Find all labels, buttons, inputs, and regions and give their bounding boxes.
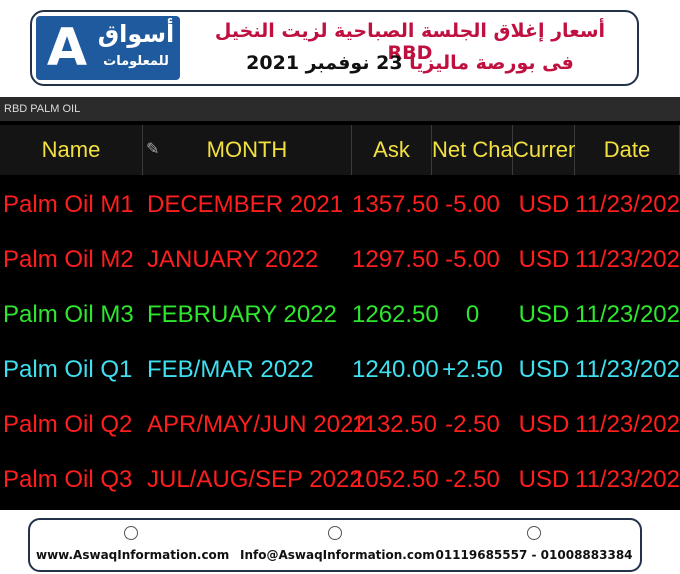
table-cell: JANUARY 2022 bbox=[147, 246, 319, 273]
subtitle: فى بورصة ماليزيا 23 نوفمبر 2021 bbox=[190, 52, 630, 74]
table-cell: USD bbox=[518, 411, 570, 438]
table-cell: 1357.50 bbox=[352, 191, 439, 218]
pencil-icon: ✎ bbox=[146, 141, 160, 158]
header-row: Name MONTH Ask Net Change Currency Date ✎ bbox=[0, 125, 680, 175]
table-cell: 11/23/2021 bbox=[575, 411, 680, 438]
table-row: Palm Oil M2 JANUARY 2022 1297.50 -5.00 USD 11… bbox=[0, 232, 680, 287]
table-cell: Palm Oil M1 bbox=[3, 191, 134, 218]
logo-icon: A bbox=[46, 18, 88, 78]
table-cell: +2.50 bbox=[442, 356, 503, 383]
table-cell: Palm Oil M3 bbox=[3, 301, 134, 328]
subtitle-date: 23 نوفمبر 2021 bbox=[246, 52, 403, 74]
table-cell: USD bbox=[518, 191, 570, 218]
column-header: MONTH bbox=[143, 125, 352, 175]
table-row: Palm Oil Q3 JUL/AUG/SEP 2022 1052.50 -2.50 U… bbox=[0, 452, 680, 507]
table-row: Palm Oil Q1 FEB/MAR 2022 1240.00 +2.50 USD 11… bbox=[0, 342, 680, 397]
table-cell: Palm Oil M2 bbox=[3, 246, 134, 273]
table-cell: USD bbox=[518, 246, 570, 273]
table-cell: USD bbox=[518, 356, 570, 383]
table-cell: 1240.00 bbox=[352, 356, 439, 383]
phones: 01119685557 - 01008883384 bbox=[435, 548, 633, 562]
logo-subtitle: للمعلومات bbox=[103, 54, 169, 69]
table-cell: 11/23/2021 bbox=[575, 466, 680, 493]
table-cell: DECEMBER 2021 bbox=[147, 191, 344, 218]
table-cell: -5.00 bbox=[445, 246, 500, 273]
table-cell: 1262.50 bbox=[352, 301, 439, 328]
title: أسعار إغلاق الجلسة الصباحية لزيت النخيل … bbox=[214, 20, 606, 64]
table-cell: USD bbox=[518, 466, 570, 493]
table-cell: 0 bbox=[465, 301, 480, 328]
table-cell: 11/23/2021 bbox=[575, 301, 680, 328]
footer-email: Info@AswaqInformation.com bbox=[240, 520, 435, 570]
column-header: Currency bbox=[513, 125, 602, 175]
table-cell: Palm Oil Q3 bbox=[3, 466, 133, 493]
column-header: Ask bbox=[352, 125, 432, 175]
table-cell: -2.50 bbox=[445, 411, 500, 438]
table-cell: FEB/MAR 2022 bbox=[147, 356, 314, 383]
table-cell: APR/MAY/JUN 2022 bbox=[147, 411, 367, 438]
table-cell: Palm Oil Q1 bbox=[3, 356, 133, 383]
table: RBD PALM OIL Name MONTH Ask Net Change Curre… bbox=[0, 97, 680, 510]
table-cell: USD bbox=[518, 301, 570, 328]
table-row: Palm Oil Q2 APR/MAY/JUN 2022 1132.50 -2.50 U… bbox=[0, 397, 680, 452]
header-box bbox=[30, 10, 639, 86]
logo: A أسواق للمعلومات bbox=[36, 16, 180, 80]
column-header: Date bbox=[575, 125, 680, 175]
column-header: Name bbox=[0, 125, 143, 175]
table-row: Palm Oil M3 FEBRUARY 2022 1262.50 0 USD 11/23… bbox=[0, 287, 680, 342]
footer-phones: 01119685557 - 01008883384 bbox=[434, 520, 634, 570]
email: Info@AswaqInformation.com bbox=[240, 548, 435, 562]
subtitle-place: فى بورصة ماليزيا bbox=[409, 52, 574, 74]
table-cell: JUL/AUG/SEP 2022 bbox=[147, 466, 363, 493]
footer-website: www.AswaqInformation.com bbox=[36, 520, 230, 570]
table-cell: 11/23/2021 bbox=[575, 356, 680, 383]
logo-name: أسواق bbox=[97, 20, 175, 48]
table-cell: -5.00 bbox=[445, 191, 500, 218]
table-cell: -2.50 bbox=[445, 466, 500, 493]
table-cell: 1052.50 bbox=[352, 466, 439, 493]
table-cell: FEBRUARY 2022 bbox=[147, 301, 337, 328]
table-row: Palm Oil M1 DECEMBER 2021 1357.50 -5.00 USD 1… bbox=[0, 177, 680, 232]
table-cell: 1297.50 bbox=[352, 246, 439, 273]
table-cell: Palm Oil Q2 bbox=[3, 411, 133, 438]
website: www.AswaqInformation.com bbox=[36, 548, 230, 562]
table-title: RBD PALM OIL bbox=[0, 97, 680, 121]
column-header: Net Change bbox=[432, 125, 549, 175]
table-cell: 11/23/2021 bbox=[575, 191, 680, 218]
footer: www.AswaqInformation.com Info@AswaqInfor… bbox=[28, 518, 642, 572]
table-cell: 1132.50 bbox=[352, 411, 437, 438]
table-cell: 11/23/2021 bbox=[575, 246, 680, 273]
